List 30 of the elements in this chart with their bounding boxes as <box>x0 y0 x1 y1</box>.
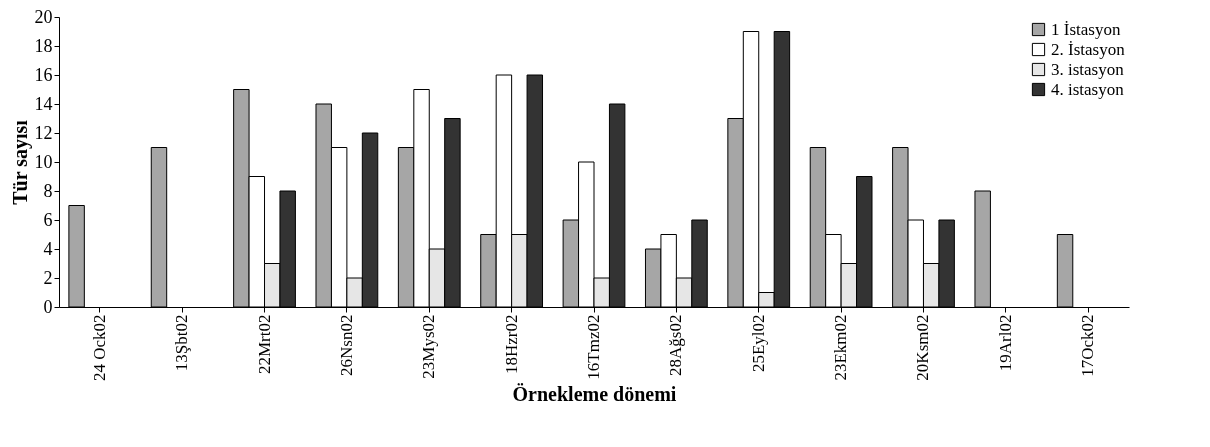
y-tick-label: 0 <box>43 296 53 317</box>
y-tick-label: 18 <box>34 35 53 56</box>
x-tick-label: 26Nsn02 <box>336 314 356 376</box>
legend-label: 1 İstasyon <box>1051 19 1121 39</box>
x-tick-label: 22Mrt02 <box>254 314 274 374</box>
y-tick-label: 16 <box>34 64 53 85</box>
x-axis-title: Örnekleme dönemi <box>512 383 677 406</box>
y-tick-label: 20 <box>34 6 53 27</box>
x-tick-label: 20Ksm02 <box>913 314 933 381</box>
x-tick-label: 18Hzr02 <box>501 314 521 374</box>
x-tick-label: 25Eyl02 <box>748 314 768 373</box>
x-tick-label: 24 Ock02 <box>89 314 109 382</box>
x-tick-label: 23Mys02 <box>419 314 439 379</box>
y-tick-label: 14 <box>34 93 53 114</box>
y-tick-label: 2 <box>43 267 53 288</box>
y-axis-title: Tür sayısı <box>8 119 32 205</box>
legend-label: 2. İstasyon <box>1051 39 1126 59</box>
x-tick-label: 19Arl02 <box>995 314 1015 372</box>
x-tick-label: 13Şbt02 <box>172 314 192 372</box>
x-tick-label: 23Ekm02 <box>831 314 851 381</box>
y-tick-label: 6 <box>43 209 53 230</box>
y-tick-label: 8 <box>43 180 53 201</box>
y-tick-label: 10 <box>34 151 53 172</box>
y-tick-label: 4 <box>43 238 53 259</box>
legend-label: 4. istasyon <box>1051 79 1125 99</box>
x-tick-label: 17Ock02 <box>1078 314 1098 377</box>
y-tick-label: 12 <box>34 122 53 143</box>
x-tick-label: 28Ağs02 <box>666 314 686 376</box>
legend-label: 3. istasyon <box>1051 59 1125 79</box>
x-tick-label: 16Tmz02 <box>584 314 603 380</box>
